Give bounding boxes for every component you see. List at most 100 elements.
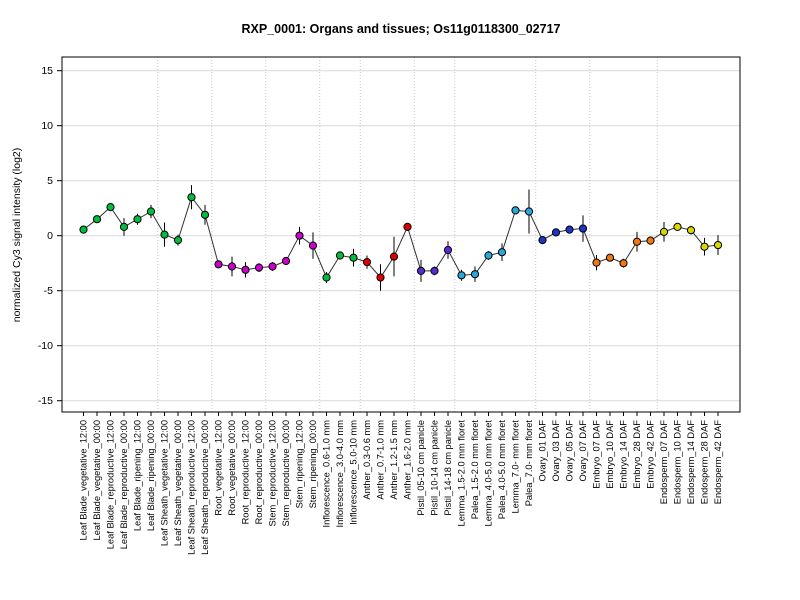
x-tick-label: Lemma_1.5-2.0 mm floret xyxy=(457,420,467,527)
data-point xyxy=(592,258,601,267)
x-tick-label: Palea_7.0- mm floret xyxy=(524,420,534,507)
data-point xyxy=(92,215,102,224)
x-tick-label: Root_reproductive_00:00 xyxy=(254,420,264,524)
x-tick-label: Leaf Sheath_vegetative_00:00 xyxy=(173,420,183,546)
x-tick-label: Anther_1.2-1.5 mm xyxy=(389,420,399,500)
x-tick-label: Root_reproductive_12:00 xyxy=(241,420,251,524)
x-tick-label: Endosperm_07 DAF xyxy=(659,420,669,505)
x-tick-label: Leaf Sheath_reproductive_00:00 xyxy=(200,420,210,555)
chart-title: RXP_0001: Organs and tissues; Os11g01183… xyxy=(241,22,561,36)
x-tick-label: Ovary_07 DAF xyxy=(578,420,588,482)
data-point xyxy=(430,266,439,275)
x-tick-label: Embryo_14 DAF xyxy=(619,420,629,489)
data-point xyxy=(686,226,696,235)
data-point xyxy=(443,245,453,255)
data-point xyxy=(119,222,129,231)
x-tick-label: Ovary_01 DAF xyxy=(538,420,548,482)
x-tick-label: Inflorescence_0.6-1.0 mm xyxy=(322,420,332,528)
x-tick-label: Leaf Blade_ripening_00:00 xyxy=(146,420,156,531)
data-point xyxy=(497,248,507,257)
x-tick-label: Embryo_28 DAF xyxy=(632,420,642,489)
data-point xyxy=(605,253,615,262)
y-tick-label: 5 xyxy=(47,175,53,187)
data-point xyxy=(349,253,358,262)
plot-border xyxy=(61,56,741,413)
y-tick-label: 15 xyxy=(41,65,53,77)
x-tick-label: Stem_reproductive_00:00 xyxy=(281,420,291,526)
x-tick-label: Embryo_07 DAF xyxy=(592,420,602,489)
x-tick-label: Lemma_7.0- mm floret xyxy=(511,420,521,514)
data-point xyxy=(632,237,642,246)
x-tick-label: Palea_1.5-2.0 mm floret xyxy=(470,420,480,520)
x-tick-label: Leaf Blade_reproductive_12:00 xyxy=(106,420,116,549)
x-tick-label: Root_vegetative_12:00 xyxy=(214,420,224,516)
data-point xyxy=(551,228,561,237)
data-point xyxy=(511,206,520,215)
data-point xyxy=(160,230,169,239)
data-point xyxy=(322,273,331,282)
data-point xyxy=(673,222,682,231)
x-tick-label: Leaf Blade_ripening_12:00 xyxy=(133,420,143,531)
x-tick-label: Stem_reproductive_12:00 xyxy=(268,420,278,526)
data-point xyxy=(362,258,372,267)
data-point xyxy=(484,251,493,260)
data-point xyxy=(524,207,534,216)
x-tick-label: Anther_0.7-1.0 mm xyxy=(376,420,386,500)
data-point xyxy=(295,231,304,240)
x-tick-label: Anther_1.6-2.0 mm xyxy=(403,420,413,500)
y-tick-label: 10 xyxy=(41,120,53,132)
x-tick-label: Pistil_10-14 cm panicle xyxy=(430,420,440,516)
x-tick-label: Inflorescence_5.0-10 mm xyxy=(349,420,359,525)
data-point xyxy=(308,241,318,250)
x-tick-label: Pistil_05-10 cm panicle xyxy=(416,420,426,516)
x-tick-label: Leaf Sheath_vegetative_12:00 xyxy=(160,420,170,546)
data-point xyxy=(227,262,237,271)
x-tick-label: Embryo_42 DAF xyxy=(646,420,656,489)
data-point xyxy=(146,207,156,216)
x-tick-label: Ovary_03 DAF xyxy=(551,420,561,482)
x-tick-label: Lemma_4.0-5.0 mm floret xyxy=(484,420,494,527)
data-point xyxy=(646,236,655,245)
data-point xyxy=(578,224,588,233)
x-tick-label: Leaf Blade_vegetative_00:00 xyxy=(92,420,102,540)
data-point xyxy=(187,193,196,202)
data-point xyxy=(565,225,574,234)
x-tick-label: Inflorescence_3.0-4.0 mm xyxy=(335,420,345,528)
x-tick-label: Endosperm_10 DAF xyxy=(673,420,683,505)
x-tick-label: Ovary_05 DAF xyxy=(565,420,575,482)
data-point xyxy=(106,203,115,212)
x-tick-label: Endosperm_42 DAF xyxy=(713,420,723,505)
data-point xyxy=(281,256,291,266)
y-tick-label: 0 xyxy=(47,230,53,242)
x-tick-label: Endosperm_28 DAF xyxy=(700,420,710,505)
data-point xyxy=(79,225,88,234)
data-point xyxy=(389,252,399,261)
data-point xyxy=(713,240,723,250)
data-point xyxy=(376,273,385,282)
x-tick-label: Leaf Blade_reproductive_00:00 xyxy=(119,420,129,549)
data-point xyxy=(619,259,628,268)
data-point xyxy=(241,265,250,274)
x-tick-label: Leaf Blade_vegetative_12:00 xyxy=(79,420,89,540)
x-tick-label: Stem_ripening_12:00 xyxy=(295,420,305,508)
x-tick-label: Embryo_10 DAF xyxy=(605,420,615,489)
data-point xyxy=(538,236,547,245)
data-point xyxy=(214,260,223,269)
x-tick-label: Stem_ripening_00:00 xyxy=(308,420,318,508)
x-tick-label: Anther_0.3-0.6 mm xyxy=(362,420,372,500)
y-tick-label: -15 xyxy=(38,395,53,407)
x-tick-label: Palea_4.0-5.0 mm floret xyxy=(497,420,507,520)
data-point xyxy=(457,271,466,280)
data-point xyxy=(416,266,426,275)
y-tick-label: -10 xyxy=(38,340,53,352)
y-tick-label: -5 xyxy=(44,285,53,297)
data-point xyxy=(403,222,412,231)
data-point xyxy=(200,210,210,219)
data-point xyxy=(335,251,345,260)
x-tick-label: Pistil_14-18 cm panicle xyxy=(443,420,453,516)
data-point xyxy=(254,263,264,272)
x-tick-label: Endosperm_14 DAF xyxy=(686,420,696,505)
y-axis-label: normalized Cy3 signal intensity (log2) xyxy=(11,147,23,323)
x-tick-label: Root_vegetative_00:00 xyxy=(227,420,237,516)
